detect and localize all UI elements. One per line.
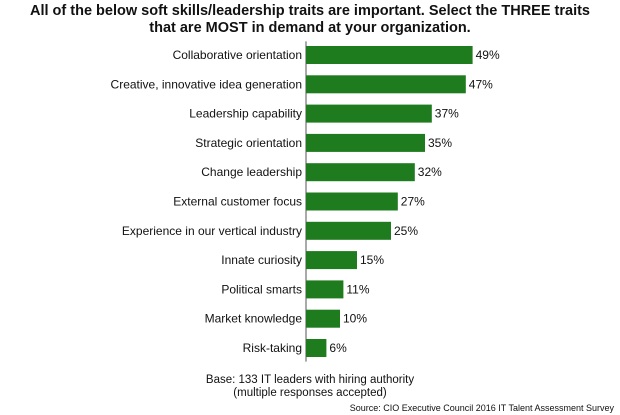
bar — [306, 280, 344, 299]
bar — [306, 75, 466, 94]
bar — [306, 163, 415, 182]
category-label: Market knowledge — [205, 312, 303, 326]
value-label: 6% — [329, 341, 347, 355]
bar — [306, 46, 473, 64]
category-label: Leadership capability — [189, 107, 302, 121]
bar — [306, 221, 391, 240]
category-label: Creative, innovative idea generation — [111, 77, 302, 91]
bar — [306, 309, 340, 328]
category-label: Political smarts — [221, 282, 302, 296]
chart-title-line-2: that are MOST in demand at your organiza… — [149, 20, 471, 36]
chart-title: All of the below soft skills/leadership … — [0, 3, 620, 37]
category-label: Experience in our vertical industry — [122, 224, 302, 238]
category-label: Collaborative orientation — [173, 48, 302, 62]
value-label: 25% — [394, 224, 418, 238]
base-note: Base: 133 IT leaders with hiring authori… — [0, 374, 620, 400]
category-label: Strategic orientation — [195, 136, 302, 150]
value-label: 27% — [401, 195, 425, 209]
bar — [306, 339, 327, 357]
category-label: External customer focus — [173, 195, 302, 209]
bar — [306, 251, 357, 270]
bar — [306, 104, 432, 123]
value-label: 47% — [469, 77, 493, 91]
base-note-line-2: (multiple responses accepted) — [233, 387, 387, 399]
value-label: 35% — [428, 136, 452, 150]
bar — [306, 133, 425, 152]
category-label: Risk-taking — [243, 341, 302, 355]
value-label: 49% — [476, 48, 500, 62]
value-label: 32% — [418, 165, 442, 179]
source-note: Source: CIO Executive Council 2016 IT Ta… — [349, 403, 614, 413]
base-note-line-1: Base: 133 IT leaders with hiring authori… — [205, 374, 415, 386]
category-label: Innate curiosity — [221, 253, 302, 267]
value-label: 10% — [343, 312, 367, 326]
category-label: Change leadership — [201, 165, 302, 179]
value-label: 37% — [435, 107, 459, 121]
value-label: 11% — [346, 282, 369, 296]
value-label: 15% — [360, 253, 384, 267]
chart-title-line-1: All of the below soft skills/leadership … — [30, 3, 590, 19]
bar — [306, 192, 398, 211]
